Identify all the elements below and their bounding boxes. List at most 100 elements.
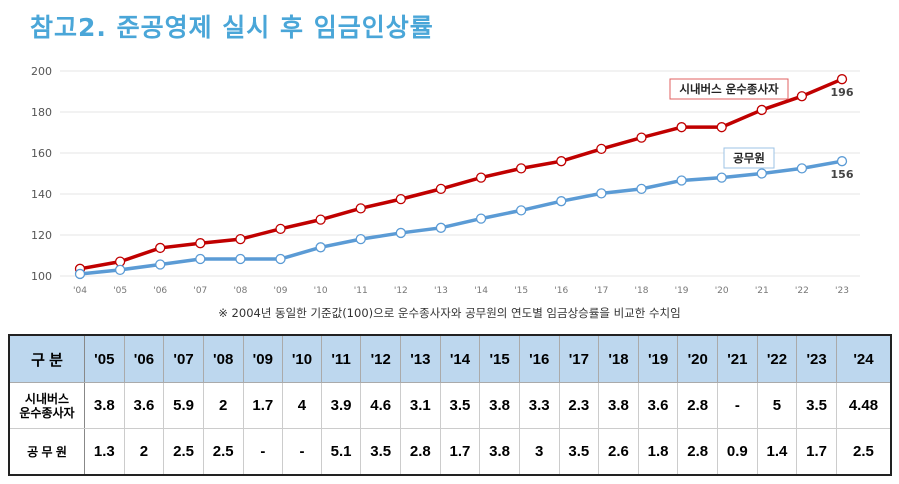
table-cell: 3.8: [84, 382, 125, 429]
data-point: [676, 122, 687, 133]
table-cell: 2.5: [202, 428, 244, 476]
data-point: [114, 264, 126, 276]
x-tick-label: '15: [514, 286, 528, 296]
data-point: [796, 163, 808, 174]
column-header: '16: [518, 334, 560, 383]
data-point: [195, 238, 206, 249]
table-cell: 3: [518, 428, 560, 476]
data-point: [516, 163, 527, 174]
x-tick-label: '16: [554, 286, 568, 296]
column-header: '17: [558, 334, 600, 383]
column-header: '12: [360, 334, 402, 383]
data-point: [596, 188, 607, 199]
table-cell: 1.7: [796, 428, 837, 476]
column-header: '19: [637, 334, 679, 383]
table-cell: 2.3: [558, 382, 600, 429]
x-tick-label: '19: [675, 286, 689, 296]
column-header: '24: [835, 334, 892, 383]
column-header: '15: [479, 334, 520, 383]
x-tick-label: '18: [635, 286, 649, 296]
table-cell: 3.8: [479, 428, 520, 476]
y-tick-label: 120: [31, 229, 52, 242]
table-cell: 2.5: [163, 428, 204, 476]
series-label-box: [669, 78, 789, 100]
table-cell: 2.8: [677, 428, 719, 476]
series-label: 공무원: [733, 151, 765, 165]
data-point: [475, 213, 487, 224]
x-tick-label: '13: [434, 286, 448, 296]
data-point: [355, 233, 366, 245]
data-point: [556, 196, 567, 207]
x-tick-label: '06: [153, 286, 167, 296]
data-point: [556, 156, 567, 167]
table-cell: 2.6: [598, 428, 639, 476]
data-point: [275, 223, 286, 235]
data-point: [636, 183, 647, 195]
table-cell: 3.5: [360, 428, 402, 476]
data-point: [355, 203, 366, 214]
table-cell: 5: [756, 382, 798, 429]
table-cell: 3.1: [400, 382, 441, 429]
data-point: [155, 259, 166, 270]
y-tick-label: 200: [31, 65, 52, 78]
page-title: 참고2. 준공영제 실시 후 임금인상률: [30, 13, 434, 42]
wage-line-chart: 100 120 140 160 180 200 '04 '05 '06 '07 '08 '09 '10 '…: [31, 65, 860, 296]
x-tick-label: '14: [474, 286, 488, 296]
x-tick-label: '08: [233, 286, 247, 296]
table-cell: 3.3: [518, 382, 560, 429]
data-point: [836, 156, 848, 167]
x-tick-label: '23: [835, 286, 849, 296]
x-tick-label: '11: [354, 286, 368, 296]
table-row: 공 무 원 1.3 2 2.5 2.5- -5.1 3.5 2.8 1.7 3.8 3 3.5 2.6 1…: [8, 428, 892, 476]
table-cell: 3.6: [123, 382, 165, 429]
table-cell: 2.8: [400, 428, 441, 476]
row-label: 시내버스 운수종사자: [8, 382, 85, 429]
table-cell: 5.9: [163, 382, 204, 429]
table-cell: 0.9: [717, 428, 758, 476]
data-point: [836, 74, 848, 85]
y-tick-label: 100: [31, 270, 52, 283]
data-point: [315, 242, 326, 253]
data-point: [796, 91, 808, 102]
data-point: [596, 143, 607, 155]
series-line: [79, 77, 843, 271]
x-tick-label: '21: [755, 286, 769, 296]
column-header: '07: [163, 334, 204, 383]
end-value-label: 196: [831, 86, 854, 99]
table-cell: 2.5: [835, 428, 892, 476]
x-tick-label: '20: [715, 286, 729, 296]
column-header: '20: [677, 334, 719, 383]
y-tick-label: 140: [31, 188, 52, 201]
y-tick-label: 180: [31, 106, 52, 119]
table-cell: 4: [282, 382, 322, 429]
x-tick-label: '09: [274, 286, 288, 296]
data-point: [315, 214, 326, 225]
column-header: '08: [202, 334, 244, 383]
column-header: '21: [717, 334, 758, 383]
data-point: [235, 253, 246, 265]
table-header-row: 구 분 '05'06'07'08'09'10'11'12'13'14'15'16 '…: [8, 334, 892, 383]
series-label-box: [723, 147, 775, 169]
data-point: [756, 104, 767, 116]
column-header: '09: [242, 334, 284, 383]
table-cell: 2: [202, 382, 244, 429]
wage-increase-table: 구 분 '05'06'07'08'09'10'11'12'13'14'15'16 '…: [8, 334, 892, 476]
data-point: [516, 205, 527, 216]
column-header: '10: [282, 334, 322, 383]
table-cell: 1.4: [756, 428, 798, 476]
table-cell: 2.8: [677, 382, 719, 429]
column-header: '14: [439, 334, 481, 383]
table-cell: 1.7: [242, 382, 284, 429]
x-tick-label: '07: [193, 286, 207, 296]
table-cell: 5.1: [320, 428, 362, 476]
row-label: 공 무 원: [8, 428, 85, 476]
table-cell: -: [242, 428, 284, 476]
table-row: 시내버스 운수종사자 3.8 3.6 5.9 2 1.7 4 3.9 4.6 3.1 3.5 3.8 3.…: [8, 382, 892, 429]
column-header: '22: [756, 334, 798, 383]
table-cell: 2: [123, 428, 165, 476]
column-header: '11: [320, 334, 362, 383]
column-header: '06: [123, 334, 165, 383]
x-tick-label: '22: [795, 286, 809, 296]
data-point: [395, 227, 406, 239]
x-tick-label: '12: [394, 286, 408, 296]
